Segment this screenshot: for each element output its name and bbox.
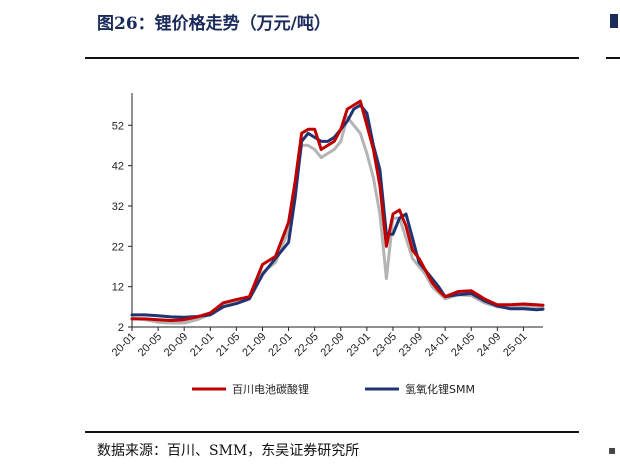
top-rule xyxy=(85,57,579,59)
x-tick-label: 24-01 xyxy=(423,331,451,359)
x-tick-label: 22-01 xyxy=(266,331,294,359)
figure-title: 图26：锂价格走势（万元/吨） xyxy=(97,14,331,34)
series-line-0 xyxy=(130,99,545,322)
adjacent-top-rule xyxy=(606,57,620,59)
x-tick-label: 23-05 xyxy=(371,331,399,359)
x-tick-label: 21-05 xyxy=(214,331,242,359)
legend-label: 百川电池碳酸锂 xyxy=(232,382,309,396)
bottom-rule xyxy=(85,431,579,433)
series-line-1 xyxy=(130,103,545,319)
x-tick-label: 24-05 xyxy=(449,331,477,359)
x-tick-label: 21-09 xyxy=(240,331,268,359)
adjacent-figure-marker xyxy=(610,14,618,28)
y-tick-label: 22 xyxy=(112,241,124,253)
x-tick-label: 25-01 xyxy=(501,331,529,359)
y-tick-label: 52 xyxy=(112,120,124,132)
series-line-2 xyxy=(130,115,545,325)
y-tick-label: 2 xyxy=(118,322,124,334)
x-tick-label: 23-01 xyxy=(345,331,373,359)
x-tick-label: 20-09 xyxy=(162,331,190,359)
x-tick-label: 22-05 xyxy=(292,331,320,359)
x-tick-label: 23-09 xyxy=(397,331,425,359)
y-tick-label: 32 xyxy=(112,201,124,213)
adjacent-figure-fragment: ▪ xyxy=(608,443,617,457)
x-tick-label: 20-01 xyxy=(110,331,138,359)
y-tick-label: 12 xyxy=(112,282,124,294)
legend-label: 氢氧化锂SMM xyxy=(405,382,475,396)
source-note: 数据来源：百川、SMM，东吴证券研究所 xyxy=(97,443,360,459)
x-tick-label: 21-01 xyxy=(188,331,216,359)
x-tick-label: 24-09 xyxy=(475,331,503,359)
y-tick-label: 42 xyxy=(112,161,124,173)
x-tick-label: 20-05 xyxy=(136,331,164,359)
x-tick-label: 22-09 xyxy=(318,331,346,359)
